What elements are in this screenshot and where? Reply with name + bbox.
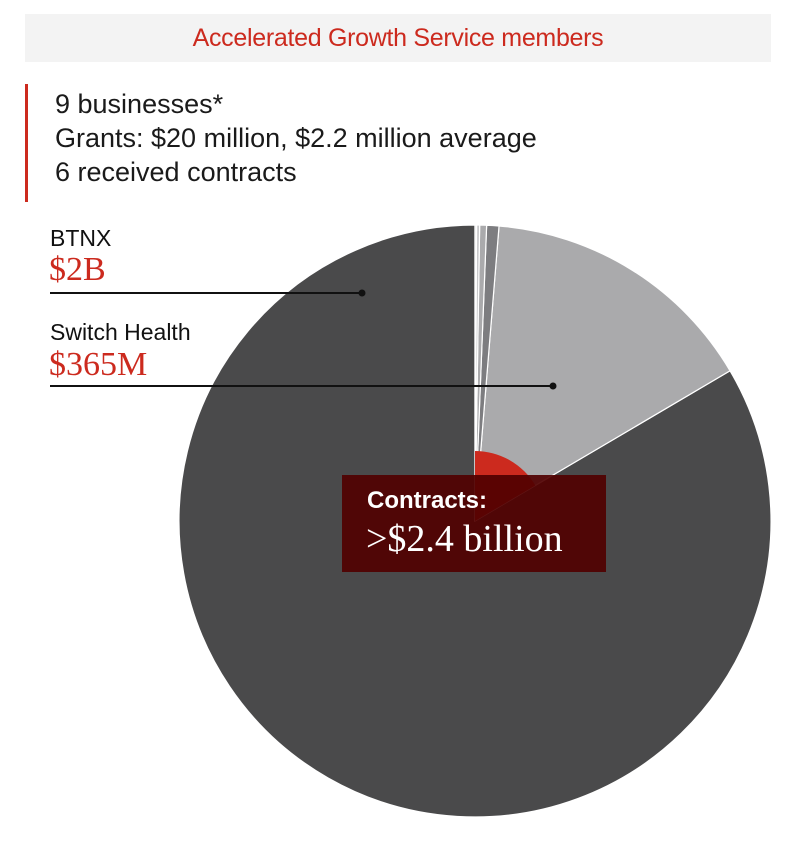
chart-title: Accelerated Growth Service members	[192, 23, 604, 52]
contracts-total-title: Contracts:	[367, 487, 488, 514]
summary-contracts: 6 received contracts	[55, 157, 297, 187]
summary-block: 9 businesses* Grants: $20 million, $2.2 …	[25, 84, 728, 202]
pie-slice-switch-health	[474, 225, 731, 523]
label-btnx: BTNX	[50, 225, 111, 251]
label-switch-health: Switch Health	[50, 319, 191, 345]
leader-dot-btnx	[358, 289, 366, 297]
value-btnx: $2B	[49, 251, 106, 288]
slice-labels: BTNX$2B Switch Health$365M	[49, 225, 191, 383]
value-switch-health: $365M	[49, 346, 147, 383]
title-bar: Accelerated Growth Service members	[25, 14, 771, 62]
summary-businesses: 9 businesses*	[55, 89, 224, 119]
pie-slice-btnx	[178, 224, 772, 818]
contracts-total-value: >$2.4 billion	[366, 518, 563, 560]
pie-slices	[178, 224, 772, 818]
leader-dot-switch-health	[549, 382, 557, 390]
pie-slice-5	[474, 224, 478, 522]
leader-lines	[50, 289, 557, 390]
summary-grants: Grants: $20 million, $2.2 million averag…	[55, 123, 537, 153]
contracts-total-box: Contracts: >$2.4 billion	[342, 475, 606, 572]
